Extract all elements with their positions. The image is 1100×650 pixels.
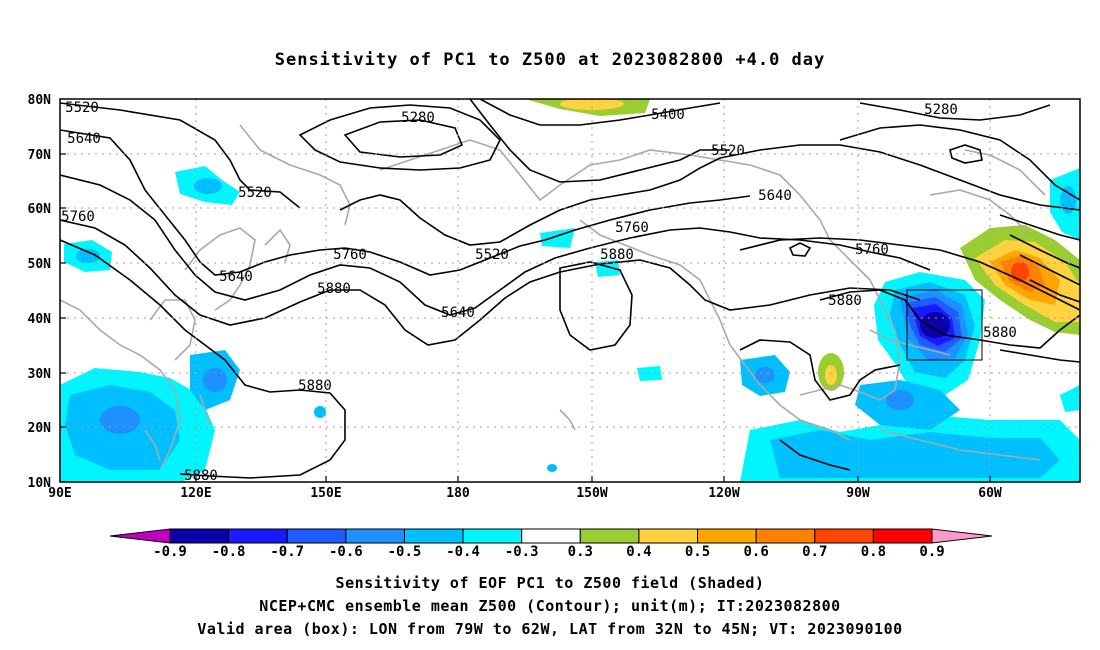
contour-label: 5760 [333,247,367,263]
colorbar-label: 0.7 [802,544,827,560]
lon-label: 120E [180,486,211,501]
lon-label: 150E [310,486,341,501]
lon-labels: 90E 120E 150E 180 150W 120W 90W 60W [48,486,1002,501]
map-title: Sensitivity of PC1 to Z500 at 2023082800… [274,50,826,70]
gridlines [60,99,1080,482]
colorbar-low-end [109,528,171,544]
lat-label: 60N [28,202,52,217]
lon-label: 60W [978,486,1002,501]
lon-label: 120W [708,486,739,501]
plot-frame [59,98,1081,483]
colorbar-label: -0.8 [212,544,246,560]
colorbar-swatch [755,528,816,544]
contour-label: 5640 [758,188,792,204]
colorbar-swatch [462,528,523,544]
coastlines [60,124,1046,471]
colorbar-swatch [403,528,464,544]
colorbar-swatch [814,528,874,544]
lat-label: 50N [28,257,52,272]
axis-ticks [60,153,991,482]
colorbar-label: -0.3 [505,544,539,560]
colorbar-swatch [579,528,640,544]
contour-label: 5520 [475,247,509,263]
caption-valid-area: Valid area (box): LON from 79W to 62W, L… [197,620,903,638]
colorbar-swatch [169,528,230,544]
contour-label: 5880 [828,293,862,309]
colorbar-label: -0.4 [446,544,480,560]
contour-label: 5880 [600,247,634,263]
colorbar-label: -0.6 [329,544,363,560]
lon-label: 150W [576,486,607,501]
contour-label: 5520 [65,100,99,116]
colorbar-label: 0.8 [861,544,886,560]
contour-label: 5760 [61,209,95,225]
contour-label: 5880 [298,378,332,394]
lat-label: 70N [28,148,52,163]
contour-label: 5280 [924,102,958,118]
lon-label: 180 [446,486,470,501]
lat-label: 10N [28,476,52,491]
colorbar-label: 0.9 [919,544,944,560]
contour-label: 5400 [651,107,685,123]
contour-label: 5880 [317,281,351,297]
contour-label: 5640 [441,305,475,321]
z500-contours [60,99,1080,479]
lon-label: 90E [48,486,71,501]
colorbar-swatch [228,528,288,544]
valid-area-box [906,289,983,361]
contour-label: 5520 [711,143,745,159]
colorbar-label: 0.3 [568,544,593,560]
colorbar-label: 0.4 [626,544,651,560]
colorbar-swatch [872,528,933,544]
colorbar-swatch [345,528,405,544]
lat-label: 30N [28,367,52,382]
colorbar-label: -0.9 [153,544,187,560]
colorbar-labels: -0.9 -0.8 -0.7 -0.6 -0.5 -0.4 -0.3 0.3 0.4 0.5 0.6… [153,544,945,560]
contour-label: 5760 [855,242,889,258]
colorbar-label: -0.7 [270,544,304,560]
colorbar-swatch [521,528,581,544]
caption-shading: Sensitivity of EOF PC1 to Z500 field (Sh… [335,574,765,592]
contour-label: 5280 [401,110,435,126]
colorbar-label: 0.6 [744,544,769,560]
colorbar-swatch [286,528,347,544]
contour-labels: 5520 5640 5760 5280 5520 5400 5520 5640 … [61,100,1017,484]
contour-label: 5760 [615,220,649,236]
colorbar-label: -0.5 [388,544,422,560]
colorbar [109,528,993,544]
lat-label: 40N [28,312,52,327]
contour-label: 5520 [238,185,272,201]
lat-label: 80N [28,93,52,108]
colorbar-high-end [931,528,993,544]
lat-labels: 80N 70N 60N 50N 40N 30N 20N 10N [28,93,52,491]
colorbar-swatch [638,528,699,544]
lon-label: 90W [846,486,870,501]
colorbar-label: 0.5 [685,544,710,560]
contour-label: 5880 [983,325,1017,341]
contour-label: 5640 [67,131,101,147]
lat-label: 20N [28,421,52,436]
contour-label: 5640 [219,269,253,285]
contour-label: 5880 [184,468,218,484]
caption-contour: NCEP+CMC ensemble mean Z500 (Contour); u… [259,597,841,615]
sensitivity-shading [60,99,1080,482]
colorbar-swatch [697,528,757,544]
